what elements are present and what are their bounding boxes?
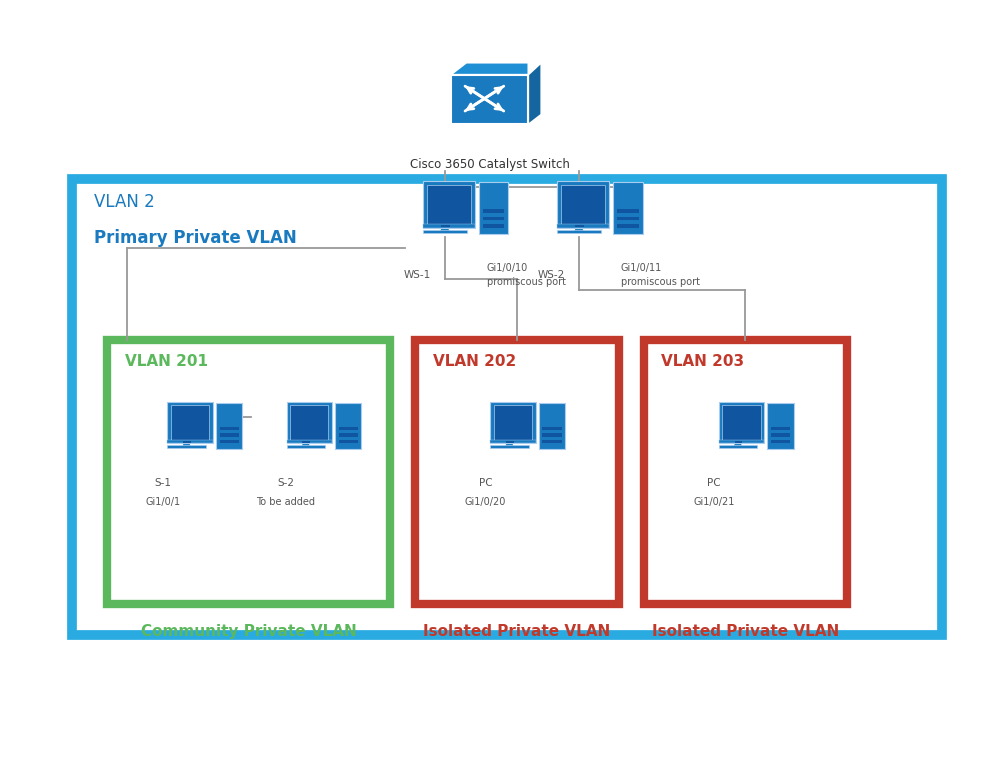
Text: Isolated Private VLAN: Isolated Private VLAN <box>651 624 839 638</box>
FancyBboxPatch shape <box>719 440 764 443</box>
FancyBboxPatch shape <box>542 440 561 443</box>
Text: VLAN 201: VLAN 201 <box>125 354 208 369</box>
Text: VLAN 203: VLAN 203 <box>661 354 744 369</box>
FancyBboxPatch shape <box>72 179 942 635</box>
Text: PC: PC <box>479 478 493 488</box>
Text: Community Private VLAN: Community Private VLAN <box>141 624 357 638</box>
FancyBboxPatch shape <box>339 440 358 443</box>
Text: VLAN 202: VLAN 202 <box>433 354 516 369</box>
Text: Primary Private VLAN: Primary Private VLAN <box>94 229 297 247</box>
FancyBboxPatch shape <box>483 225 504 228</box>
FancyBboxPatch shape <box>216 403 242 449</box>
Polygon shape <box>528 63 541 124</box>
FancyBboxPatch shape <box>734 441 742 443</box>
FancyBboxPatch shape <box>451 75 528 124</box>
FancyBboxPatch shape <box>771 433 790 437</box>
FancyBboxPatch shape <box>220 427 239 430</box>
FancyBboxPatch shape <box>107 340 391 604</box>
Polygon shape <box>505 443 513 446</box>
FancyBboxPatch shape <box>339 433 358 437</box>
FancyBboxPatch shape <box>423 181 475 228</box>
FancyBboxPatch shape <box>557 181 608 228</box>
FancyBboxPatch shape <box>483 217 504 221</box>
FancyBboxPatch shape <box>183 441 191 443</box>
Polygon shape <box>302 443 310 446</box>
FancyBboxPatch shape <box>336 403 362 449</box>
FancyBboxPatch shape <box>771 440 790 443</box>
FancyBboxPatch shape <box>542 433 561 437</box>
Polygon shape <box>183 443 191 446</box>
Text: VLAN 2: VLAN 2 <box>94 193 155 211</box>
Polygon shape <box>574 228 583 231</box>
FancyBboxPatch shape <box>506 441 513 443</box>
FancyBboxPatch shape <box>616 225 638 228</box>
FancyBboxPatch shape <box>767 403 793 449</box>
Text: To be added: To be added <box>257 497 316 507</box>
FancyBboxPatch shape <box>290 405 329 440</box>
Text: WS-2: WS-2 <box>537 269 564 279</box>
FancyBboxPatch shape <box>539 403 565 449</box>
Text: Gi1/0/10
promiscous port: Gi1/0/10 promiscous port <box>487 263 565 287</box>
FancyBboxPatch shape <box>171 405 209 440</box>
Text: Gi1/0/11
promiscous port: Gi1/0/11 promiscous port <box>620 263 699 287</box>
FancyBboxPatch shape <box>287 401 332 443</box>
FancyBboxPatch shape <box>442 225 450 228</box>
FancyBboxPatch shape <box>561 185 604 225</box>
Polygon shape <box>733 443 742 446</box>
FancyBboxPatch shape <box>491 440 535 443</box>
FancyBboxPatch shape <box>287 440 332 443</box>
FancyBboxPatch shape <box>220 433 239 437</box>
FancyBboxPatch shape <box>643 340 847 604</box>
FancyBboxPatch shape <box>479 182 508 234</box>
FancyBboxPatch shape <box>220 440 239 443</box>
FancyBboxPatch shape <box>557 230 600 233</box>
Text: PC: PC <box>707 478 721 488</box>
FancyBboxPatch shape <box>491 445 528 448</box>
FancyBboxPatch shape <box>616 209 638 213</box>
FancyBboxPatch shape <box>423 225 475 228</box>
Text: Isolated Private VLAN: Isolated Private VLAN <box>424 624 610 638</box>
FancyBboxPatch shape <box>423 230 467 233</box>
FancyBboxPatch shape <box>612 182 642 234</box>
Text: S-1: S-1 <box>154 478 171 488</box>
FancyBboxPatch shape <box>771 427 790 430</box>
FancyBboxPatch shape <box>168 401 213 443</box>
FancyBboxPatch shape <box>287 445 325 448</box>
Text: Gi1/0/20: Gi1/0/20 <box>465 497 506 507</box>
FancyBboxPatch shape <box>339 427 358 430</box>
Text: Cisco 3650 Catalyst Switch: Cisco 3650 Catalyst Switch <box>410 158 569 171</box>
Text: WS-1: WS-1 <box>404 269 431 279</box>
Text: S-2: S-2 <box>278 478 295 488</box>
FancyBboxPatch shape <box>719 401 764 443</box>
FancyBboxPatch shape <box>616 217 638 221</box>
Polygon shape <box>441 228 450 231</box>
FancyBboxPatch shape <box>575 225 584 228</box>
FancyBboxPatch shape <box>542 427 561 430</box>
FancyBboxPatch shape <box>491 401 535 443</box>
Polygon shape <box>451 63 528 75</box>
FancyBboxPatch shape <box>483 209 504 213</box>
FancyBboxPatch shape <box>168 445 206 448</box>
Text: Gi1/0/21: Gi1/0/21 <box>693 497 735 507</box>
FancyBboxPatch shape <box>427 185 471 225</box>
FancyBboxPatch shape <box>722 405 760 440</box>
Text: Gi1/0/1: Gi1/0/1 <box>145 497 180 507</box>
FancyBboxPatch shape <box>303 441 310 443</box>
FancyBboxPatch shape <box>415 340 618 604</box>
FancyBboxPatch shape <box>557 225 608 228</box>
FancyBboxPatch shape <box>168 440 213 443</box>
FancyBboxPatch shape <box>494 405 532 440</box>
FancyBboxPatch shape <box>719 445 757 448</box>
